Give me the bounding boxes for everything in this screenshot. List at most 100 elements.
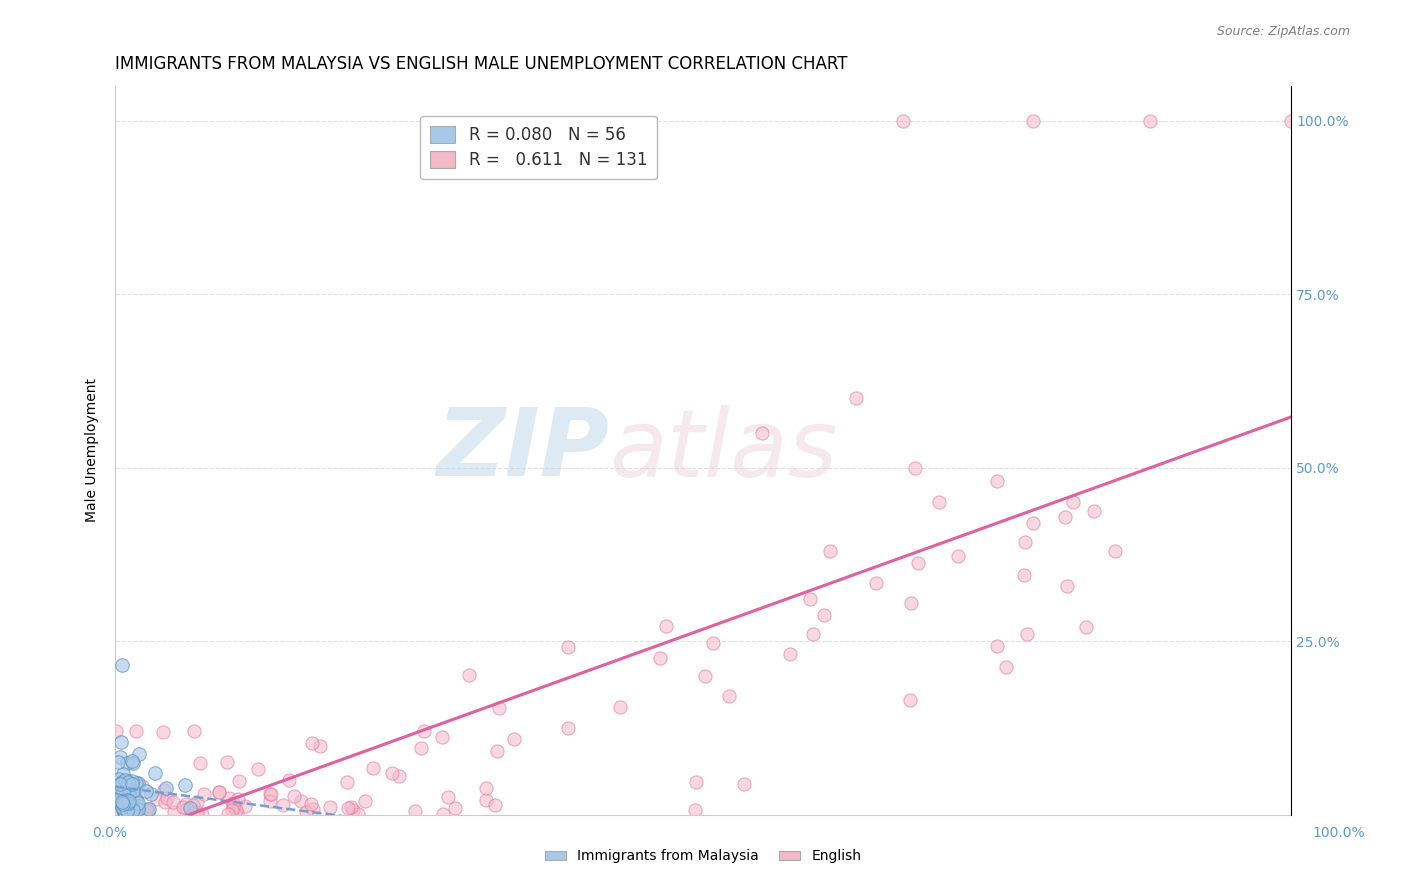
Point (1056, 579, 1078, 593)
Point (186, 795, 208, 809)
Point (105, 798, 128, 813)
Point (995, 660, 1018, 674)
Point (112, 805, 135, 819)
Point (475, 793, 498, 807)
Point (162, 805, 184, 819)
Point (900, 692, 922, 706)
Point (124, 793, 146, 807)
Point (409, 740, 432, 755)
Point (1074, 620, 1097, 634)
Point (1021, 516, 1043, 530)
Point (115, 797, 138, 811)
Point (114, 801, 136, 815)
Point (733, 777, 755, 791)
Point (413, 724, 436, 739)
Point (174, 778, 197, 792)
Point (228, 774, 250, 789)
Point (218, 791, 240, 805)
Point (217, 756, 239, 770)
Point (685, 774, 707, 789)
Point (108, 807, 131, 822)
Point (131, 779, 153, 793)
Point (845, 391, 868, 405)
Point (484, 798, 506, 813)
Point (299, 797, 322, 811)
Point (485, 744, 508, 758)
Point (105, 795, 128, 809)
Point (1014, 568, 1036, 582)
Point (336, 775, 359, 789)
Point (225, 803, 247, 817)
Point (121, 754, 143, 768)
Point (136, 802, 159, 816)
Point (111, 767, 134, 781)
Point (458, 668, 481, 682)
Point (129, 806, 152, 821)
Point (118, 806, 141, 821)
Point (1021, 113, 1043, 128)
Point (136, 802, 159, 816)
Point (318, 800, 340, 814)
Point (340, 800, 363, 814)
Point (139, 787, 162, 801)
Point (1139, 113, 1161, 128)
Point (1104, 544, 1126, 558)
Point (162, 796, 184, 810)
Point (260, 787, 283, 801)
Point (799, 592, 821, 607)
Point (259, 787, 281, 801)
Point (430, 730, 453, 744)
Point (107, 772, 129, 786)
Point (946, 549, 969, 563)
Point (474, 781, 496, 796)
Point (404, 805, 426, 819)
Point (337, 800, 360, 814)
Point (301, 736, 323, 750)
Point (432, 806, 454, 821)
Point (437, 789, 460, 804)
Point (1054, 509, 1077, 524)
Point (121, 774, 143, 789)
Point (179, 801, 201, 815)
Point (125, 724, 148, 739)
Point (683, 803, 706, 817)
Point (650, 650, 672, 665)
Point (112, 805, 135, 819)
Point (118, 787, 141, 801)
Point (136, 804, 159, 818)
Point (107, 793, 129, 807)
Point (347, 807, 370, 822)
Point (118, 794, 141, 808)
Text: Source: ZipAtlas.com: Source: ZipAtlas.com (1216, 25, 1350, 38)
Point (813, 608, 835, 623)
Legend: Immigrants from Malaysia, English: Immigrants from Malaysia, English (540, 844, 866, 869)
Point (114, 795, 136, 809)
Point (115, 804, 138, 818)
Point (1279, 113, 1302, 128)
Point (353, 794, 375, 808)
Point (129, 804, 152, 818)
Point (108, 794, 131, 808)
Point (114, 782, 136, 797)
Point (105, 784, 128, 798)
Point (146, 792, 169, 806)
Point (127, 799, 149, 814)
Point (174, 797, 197, 811)
Point (111, 802, 134, 816)
Point (1083, 504, 1105, 518)
Point (127, 796, 149, 810)
Point (104, 724, 127, 739)
Point (221, 803, 243, 817)
Text: 100.0%: 100.0% (1312, 826, 1365, 839)
Point (143, 766, 166, 780)
Point (444, 801, 467, 815)
Point (900, 596, 922, 610)
Point (779, 648, 801, 662)
Point (108, 780, 131, 794)
Point (246, 762, 269, 776)
Point (222, 799, 245, 814)
Point (208, 785, 231, 799)
Point (107, 756, 129, 770)
Point (156, 791, 179, 805)
Point (183, 724, 205, 739)
